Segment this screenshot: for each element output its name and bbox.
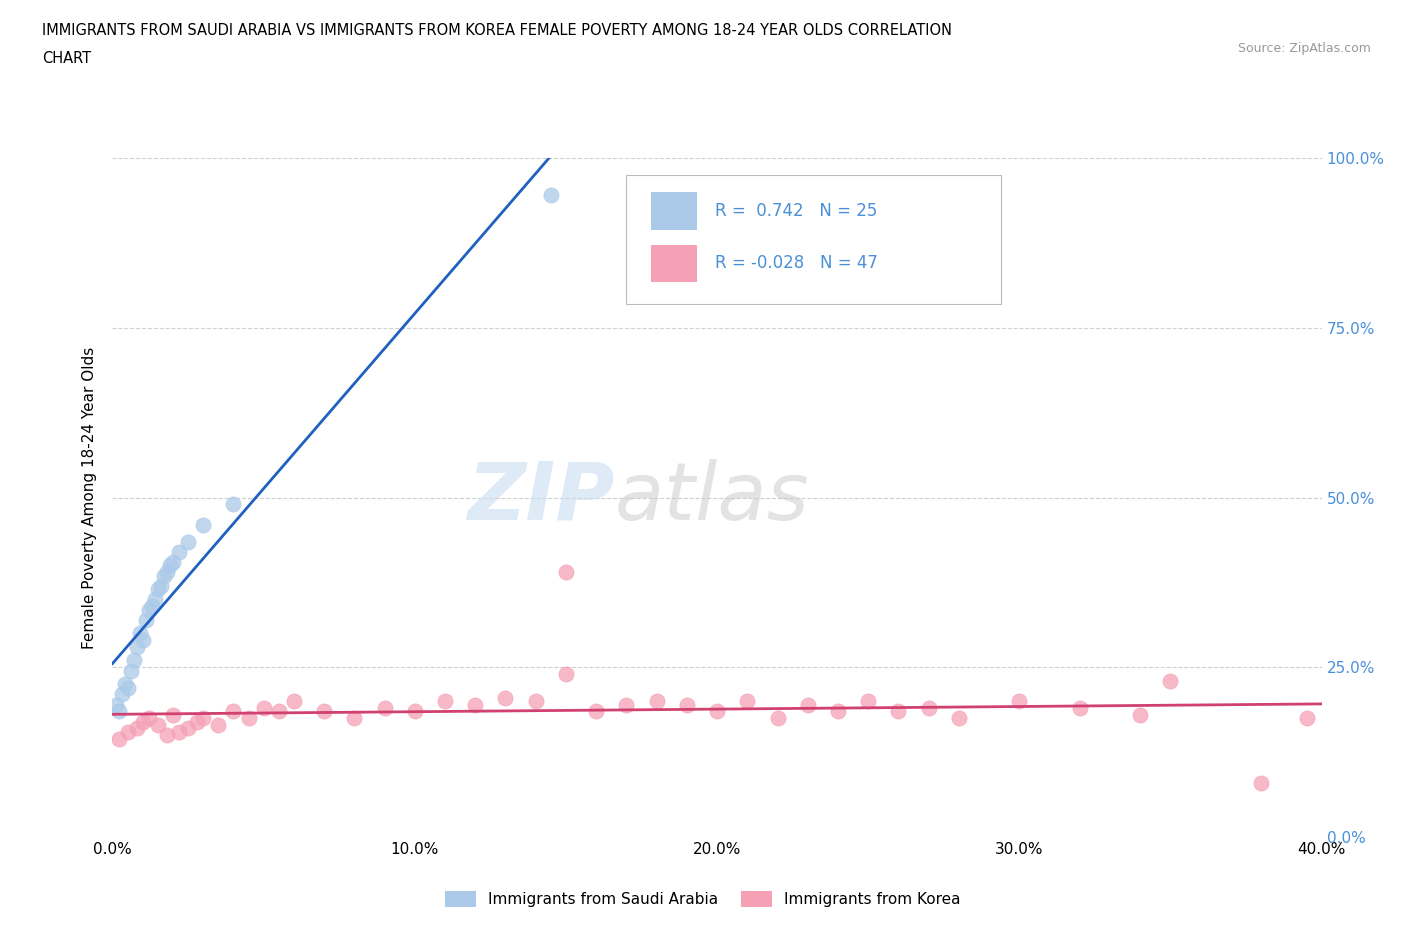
Point (464, 698, 486, 712)
Point (675, 698, 697, 712)
Point (156, 727, 179, 742)
Point (177, 721, 200, 736)
Y-axis label: Female Poverty Among 18-24 Year Olds: Female Poverty Among 18-24 Year Olds (82, 347, 97, 649)
Point (138, 602, 160, 617)
Point (117, 680, 139, 695)
Point (856, 694, 880, 709)
Point (122, 653, 145, 668)
FancyBboxPatch shape (651, 193, 696, 230)
Point (222, 497, 245, 512)
Point (1129, 708, 1152, 723)
Point (207, 718, 229, 733)
Point (162, 554, 184, 569)
Point (125, 721, 148, 736)
Point (796, 698, 818, 712)
Point (117, 724, 139, 739)
Text: Source: ZipAtlas.com: Source: ZipAtlas.com (1237, 42, 1371, 55)
Point (186, 714, 208, 729)
Legend: Immigrants from Saudi Arabia, Immigrants from Korea: Immigrants from Saudi Arabia, Immigrants… (439, 884, 967, 913)
Point (1159, 673, 1181, 688)
Point (104, 698, 127, 712)
Point (706, 704, 728, 719)
Point (1008, 694, 1031, 709)
Point (146, 718, 169, 733)
Point (138, 711, 160, 725)
Point (114, 677, 136, 692)
Point (120, 663, 142, 678)
Text: atlas: atlas (614, 458, 808, 537)
Point (585, 704, 607, 719)
Point (191, 711, 214, 725)
Point (374, 700, 396, 715)
Point (267, 704, 290, 719)
Point (125, 640, 148, 655)
FancyBboxPatch shape (651, 245, 696, 282)
Text: R =  0.742   N = 25: R = 0.742 N = 25 (714, 202, 877, 220)
Point (153, 568, 176, 583)
Point (141, 599, 163, 614)
Point (238, 711, 260, 725)
Point (645, 694, 668, 709)
Point (128, 626, 150, 641)
Point (253, 700, 276, 715)
Point (149, 578, 172, 593)
Point (495, 690, 517, 705)
Point (1295, 711, 1317, 725)
Point (191, 517, 214, 532)
Point (156, 565, 179, 579)
Point (167, 544, 190, 559)
Point (1250, 776, 1272, 790)
Text: ZIP: ZIP (467, 458, 614, 537)
Point (132, 632, 155, 647)
Point (766, 711, 789, 725)
Point (887, 704, 910, 719)
Point (314, 704, 336, 719)
Point (554, 667, 576, 682)
Point (162, 708, 184, 723)
Point (948, 711, 970, 725)
Point (540, 188, 562, 203)
Point (404, 704, 426, 719)
Point (143, 592, 166, 607)
Point (343, 711, 366, 725)
Text: CHART: CHART (42, 51, 91, 66)
Point (167, 724, 190, 739)
Point (737, 694, 759, 709)
Point (222, 704, 245, 719)
Point (132, 714, 155, 729)
Point (135, 612, 157, 627)
Point (283, 694, 305, 709)
Point (433, 694, 456, 709)
FancyBboxPatch shape (626, 175, 1001, 304)
Text: R = -0.028   N = 47: R = -0.028 N = 47 (714, 254, 877, 272)
Point (177, 534, 200, 549)
Point (110, 687, 132, 702)
Text: IMMIGRANTS FROM SAUDI ARABIA VS IMMIGRANTS FROM KOREA FEMALE POVERTY AMONG 18-24: IMMIGRANTS FROM SAUDI ARABIA VS IMMIGRAN… (42, 23, 952, 38)
Point (146, 582, 169, 597)
Point (554, 565, 576, 579)
Point (918, 700, 941, 715)
Point (107, 731, 129, 746)
Point (107, 704, 129, 719)
Point (827, 704, 849, 719)
Point (616, 698, 638, 712)
Point (1069, 700, 1091, 715)
Point (524, 694, 547, 709)
Point (159, 558, 181, 573)
